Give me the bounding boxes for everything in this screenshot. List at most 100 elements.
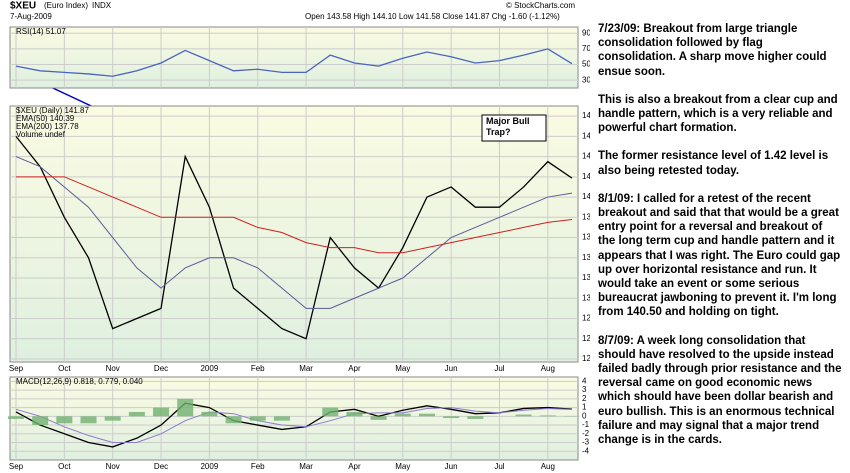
x-tick-label: Jun: [445, 462, 458, 471]
panel: [9, 26, 579, 89]
histogram-bar: [128, 411, 145, 417]
annotation-box: [481, 114, 547, 142]
series-line: [15, 402, 573, 448]
y-tick-label: 146: [582, 131, 590, 140]
y-tick-label: 130: [582, 293, 590, 302]
annotation: Major Bull Trap?: [486, 116, 530, 137]
y-tick-label: 148: [582, 111, 590, 120]
x-tick-label: May: [395, 462, 410, 471]
histogram-bar: [273, 416, 290, 421]
index-name: (Euro Index): [44, 1, 88, 10]
x-tick-label: Aug: [541, 364, 555, 373]
note: This is also a breakout from a clear cup…: [598, 93, 838, 135]
histogram-bar: [394, 413, 411, 417]
histogram-bar: [346, 411, 363, 417]
legend-entry: Volume undef: [16, 130, 66, 139]
y-tick-label: 142: [582, 172, 590, 181]
x-tick-label: May: [395, 364, 410, 373]
note: The former resistance level of 1.42 leve…: [598, 150, 829, 177]
histogram-bar: [515, 414, 532, 417]
y-tick-label: 136: [582, 233, 590, 242]
y-tick-label: -1: [582, 420, 590, 429]
histogram-bar: [467, 416, 484, 419]
y-tick-label: 1: [582, 403, 587, 412]
series-line: [16, 176, 573, 254]
legend-entry: EMA(200) 137.78: [16, 122, 79, 131]
y-tick-label: 70: [582, 44, 590, 53]
y-tick-label: 126: [582, 334, 590, 343]
x-tick-label: Feb: [251, 364, 265, 373]
x-tick-label: Dec: [154, 462, 168, 471]
legend-entry: MACD(12,26,9) 0.818, 0.779, 0.040: [16, 377, 143, 386]
date: 7-Aug-2009: [10, 12, 52, 21]
x-tick-label: Nov: [106, 462, 120, 471]
histogram-bar: [56, 416, 73, 424]
x-tick-label: Feb: [251, 462, 265, 471]
histogram-bar: [201, 411, 218, 417]
x-tick-label: Sep: [9, 462, 24, 471]
x-tick-label: Apr: [348, 364, 361, 373]
x-tick-label: Mar: [299, 364, 313, 373]
symbol: $XEU: [10, 1, 36, 12]
histogram-bar: [80, 416, 97, 424]
histogram-bar: [443, 416, 460, 419]
legend-entry: EMA(50) 140.39: [16, 114, 75, 123]
note: 8/7/09: A week long consolidation that s…: [598, 334, 842, 447]
histogram-bar: [32, 416, 49, 426]
histogram-bar: [539, 415, 556, 417]
histogram-bar: [418, 413, 435, 417]
series-line: [15, 48, 573, 77]
y-tick-label: -2: [582, 429, 590, 438]
histogram-bar: [322, 407, 339, 417]
histogram-bar: [225, 416, 242, 424]
panel: [9, 376, 579, 461]
x-tick-label: Apr: [348, 462, 361, 471]
series-line: [15, 156, 573, 309]
x-tick-label: 2009: [200, 462, 218, 471]
series-line: [15, 407, 573, 444]
note: 7/23/09: Breakout from large triangle co…: [598, 23, 827, 78]
y-tick-label: 138: [582, 212, 590, 221]
x-tick-label: Jul: [494, 462, 504, 471]
histogram-bar: [177, 398, 194, 417]
x-tick-label: Sep: [9, 364, 24, 373]
y-tick-label: 2: [582, 394, 587, 403]
y-tick-label: 132: [582, 273, 590, 282]
y-tick-label: 144: [582, 152, 590, 161]
legend-entry: $XEU (Daily) 141.87: [16, 106, 89, 115]
x-tick-label: Dec: [154, 364, 168, 373]
legend-entry: RSI(14) 51.07: [16, 27, 66, 36]
y-tick-label: 30: [582, 75, 590, 84]
x-tick-label: Aug: [541, 462, 555, 471]
x-tick-label: Jun: [445, 364, 458, 373]
series-line: [15, 135, 573, 340]
y-tick-label: -4: [582, 446, 590, 455]
histogram-bar: [104, 416, 121, 421]
x-tick-label: Mar: [299, 462, 313, 471]
y-tick-label: 140: [582, 192, 590, 201]
histogram-bar: [249, 416, 266, 421]
quote: Open 143.58 High 144.10 Low 141.58 Close…: [305, 12, 560, 21]
x-tick-label: Oct: [58, 462, 71, 471]
x-tick-label: Nov: [106, 364, 120, 373]
y-tick-label: 128: [582, 314, 590, 323]
note: 8/1/09: I called for a retest of the rec…: [598, 192, 841, 319]
histogram-bar: [370, 416, 387, 420]
y-tick-label: 50: [582, 60, 590, 69]
chart: $XEU (Euro Index) INDX 7-Aug-2009 Open 1…: [8, 1, 590, 471]
y-tick-label: 4: [582, 376, 587, 385]
y-tick-label: 90: [582, 28, 590, 37]
notes: 7/23/09: Breakout from large triangle co…: [598, 22, 842, 461]
y-tick-label: 124: [582, 354, 590, 363]
y-tick-label: 0: [582, 411, 587, 420]
y-tick-label: -3: [582, 438, 590, 447]
x-tick-label: Oct: [58, 364, 71, 373]
histogram-bar: [153, 407, 170, 417]
histogram-bar: [8, 416, 24, 419]
y-tick-label: 3: [582, 385, 587, 394]
exchange: INDX: [92, 1, 112, 10]
x-tick-label: 2009: [200, 364, 218, 373]
panel: [9, 105, 579, 363]
y-tick-label: 134: [582, 253, 590, 262]
